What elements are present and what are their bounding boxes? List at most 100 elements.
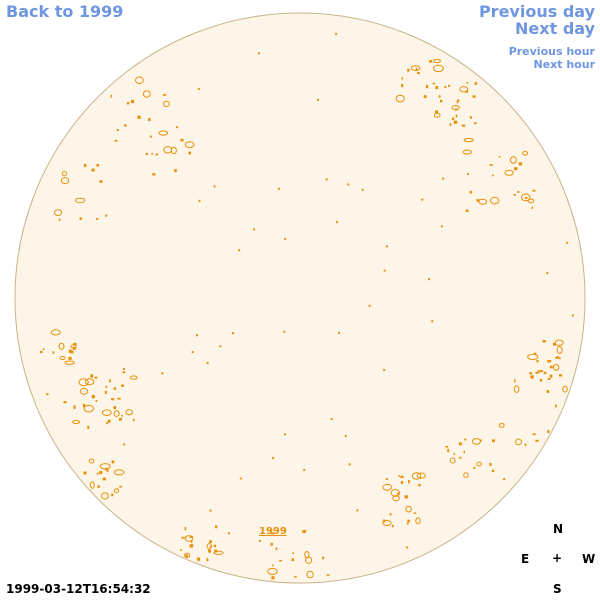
magnetic-feature [283,330,286,333]
magnetic-feature [539,370,543,372]
magnetic-feature [106,422,109,425]
magnetic-feature [503,478,506,481]
magnetic-feature [88,458,95,464]
magnetic-feature [106,468,109,472]
magnetic-feature [554,404,557,408]
magnetic-feature [449,457,456,464]
magnetic-feature [559,374,562,377]
magnetic-feature [464,438,467,441]
magnetic-feature [206,361,209,364]
magnetic-feature [555,356,558,359]
magnetic-feature [335,221,338,224]
magnetic-feature [416,472,426,479]
magnetic-feature [303,530,307,533]
magnetic-feature [514,379,516,383]
magnetic-feature [188,151,192,155]
magnetic-feature [515,438,522,446]
magnetic-feature [517,191,520,193]
magnetic-feature [110,94,113,98]
magnetic-feature [476,199,480,202]
year-link[interactable]: 1999 [259,526,287,537]
magnetic-feature [197,557,201,561]
back-to-year-link[interactable]: Back to 1999 [6,2,124,21]
magnetic-feature [46,393,49,395]
magnetic-feature [397,492,399,495]
magnetic-feature [522,151,529,156]
magnetic-feature [113,469,125,476]
magnetic-feature [383,269,386,272]
magnetic-feature [73,342,77,346]
magnetic-feature [558,357,561,360]
magnetic-feature [449,123,452,126]
magnetic-feature [549,365,553,369]
magnetic-feature [442,177,445,180]
magnetic-feature [401,83,404,88]
magnetic-feature [198,199,201,202]
magnetic-feature [161,372,164,375]
magnetic-feature [79,217,82,221]
magnetic-feature [113,410,120,417]
magnetic-feature [549,374,553,378]
magnetic-feature [390,489,401,497]
magnetic-feature [447,448,450,453]
magnetic-feature [213,550,224,555]
magnetic-feature [208,549,211,553]
magnetic-feature [190,544,193,547]
magnetic-feature [162,94,167,96]
compass-east: E [521,552,530,566]
magnetic-feature [348,463,351,466]
magnetic-feature [472,95,476,98]
magnetic-feature [461,124,466,127]
solar-disk [14,12,586,584]
magnetic-feature [105,214,108,217]
magnetic-feature [406,546,409,549]
magnetic-feature [385,478,388,481]
magnetic-feature [185,554,188,558]
magnetic-feature [536,359,539,363]
magnetic-feature [498,155,501,158]
magnetic-feature [539,379,543,382]
magnetic-feature [78,378,89,387]
next-hour-link[interactable]: Next hour [533,58,596,71]
magnetic-feature [102,477,106,481]
magnetic-feature [361,188,364,191]
magnetic-feature [426,84,429,89]
compass-south: S [553,582,562,596]
previous-day-link[interactable]: Previous day [478,2,595,21]
magnetic-feature [73,405,76,409]
magnetic-feature [498,423,505,428]
previous-hour-link[interactable]: Previous hour [508,45,595,58]
magnetic-feature [279,559,282,562]
magnetic-feature [184,526,187,531]
magnetic-feature [111,460,115,464]
magnetic-feature [463,138,474,143]
magnetic-feature [155,153,159,156]
magnetic-feature [471,438,481,445]
magnetic-feature [109,379,111,383]
magnetic-feature [152,173,156,176]
magnetic-feature [74,197,86,204]
magnetic-feature [547,360,549,363]
magnetic-feature [148,118,151,121]
magnetic-feature [83,471,87,475]
magnetic-feature [72,419,81,425]
magnetic-feature [385,245,388,248]
magnetic-feature [547,378,551,380]
next-day-link[interactable]: Next day [515,19,595,38]
magnetic-feature [227,532,230,535]
magnetic-feature [96,218,99,220]
magnetic-feature [149,135,152,138]
magnetic-feature [518,162,523,166]
magnetic-feature [347,183,350,186]
magnetic-feature [163,146,173,154]
magnetic-feature [415,67,418,71]
magnetic-feature [180,138,184,142]
magnetic-feature [238,249,241,252]
magnetic-feature [435,85,439,90]
magnetic-feature [196,334,198,337]
magnetic-feature [58,218,61,221]
magnetic-feature [284,237,287,240]
magnetic-feature [413,512,417,514]
magnetic-feature [94,376,98,379]
